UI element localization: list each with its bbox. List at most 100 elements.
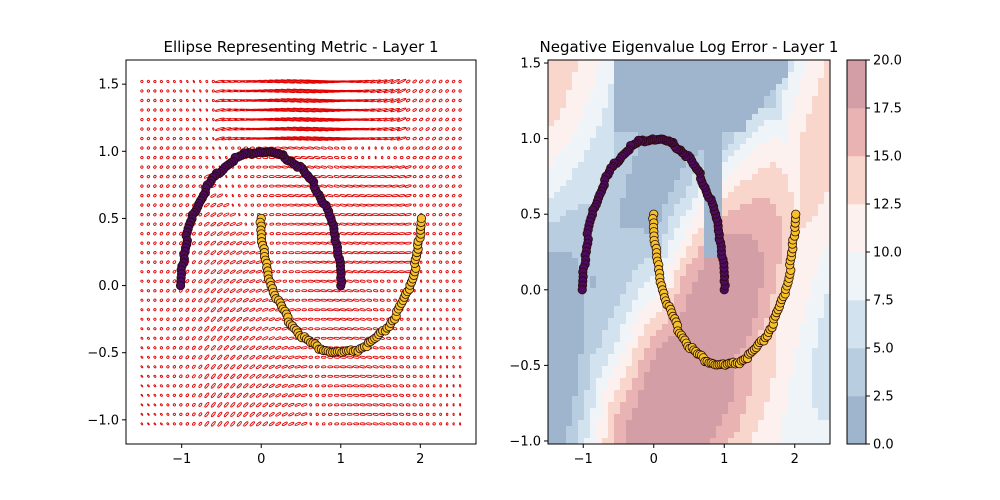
metric-ellipse bbox=[390, 79, 400, 84]
contour-cell bbox=[614, 114, 621, 121]
contour-cell bbox=[734, 348, 741, 355]
metric-ellipse bbox=[210, 278, 217, 284]
contour-cell bbox=[566, 324, 573, 331]
metric-ellipse bbox=[166, 155, 170, 160]
contour-cell bbox=[662, 420, 669, 427]
contour-cell bbox=[566, 378, 573, 385]
metric-ellipse bbox=[191, 260, 196, 265]
contour-cell bbox=[716, 120, 723, 127]
metric-ellipse bbox=[166, 89, 170, 93]
contour-cell bbox=[806, 294, 813, 301]
contour-cell bbox=[782, 420, 789, 427]
contour-cell bbox=[566, 156, 573, 163]
contour-cell bbox=[662, 252, 669, 259]
contour-cell bbox=[656, 66, 663, 73]
metric-ellipse bbox=[385, 393, 392, 397]
contour-cell bbox=[692, 414, 699, 421]
contour-cell bbox=[620, 162, 627, 169]
contour-cell bbox=[614, 306, 621, 313]
metric-ellipse bbox=[459, 403, 462, 407]
metric-ellipse bbox=[365, 232, 373, 236]
contour-cell bbox=[632, 432, 639, 439]
contour-cell bbox=[608, 216, 615, 223]
contour-cell bbox=[668, 282, 675, 289]
contour-cell bbox=[584, 354, 591, 361]
contour-cell bbox=[686, 186, 693, 193]
contour-cell bbox=[572, 366, 579, 373]
metric-ellipse bbox=[385, 270, 393, 274]
contour-cell bbox=[818, 168, 825, 175]
contour-cell bbox=[620, 132, 627, 139]
metric-ellipse bbox=[333, 203, 340, 207]
contour-cell bbox=[626, 372, 633, 379]
metric-ellipse bbox=[425, 194, 430, 198]
contour-cell bbox=[764, 180, 771, 187]
contour-cell bbox=[560, 210, 567, 217]
contour-cell bbox=[818, 72, 825, 79]
metric-ellipse bbox=[333, 175, 340, 179]
contour-cell bbox=[578, 186, 585, 193]
contour-cell bbox=[638, 216, 645, 223]
metric-ellipse bbox=[452, 403, 455, 407]
contour-cell bbox=[656, 60, 663, 67]
metric-ellipse bbox=[210, 269, 217, 275]
metric-ellipse bbox=[419, 174, 424, 179]
metric-ellipse bbox=[359, 336, 366, 340]
metric-ellipse bbox=[314, 308, 321, 312]
contour-cell bbox=[572, 84, 579, 91]
contour-cell bbox=[662, 78, 669, 85]
metric-ellipse bbox=[379, 308, 385, 312]
contour-cell bbox=[632, 312, 639, 319]
contour-cell bbox=[692, 330, 699, 337]
contour-cell bbox=[650, 426, 657, 433]
contour-cell bbox=[728, 192, 735, 199]
metric-ellipse bbox=[166, 241, 170, 245]
metric-ellipse bbox=[359, 222, 367, 226]
metric-ellipse bbox=[307, 146, 315, 150]
metric-ellipse bbox=[146, 89, 150, 93]
contour-cell bbox=[644, 228, 651, 235]
contour-cell bbox=[644, 192, 651, 199]
metric-ellipse bbox=[334, 146, 340, 150]
contour-cell bbox=[710, 408, 717, 415]
contour-cell bbox=[644, 78, 651, 85]
contour-cell bbox=[746, 114, 753, 121]
contour-cell bbox=[764, 372, 771, 379]
contour-cell bbox=[698, 396, 705, 403]
metric-ellipse bbox=[365, 365, 373, 369]
contour-cell bbox=[788, 306, 795, 313]
metric-ellipse bbox=[459, 393, 462, 397]
contour-cell bbox=[566, 384, 573, 391]
metric-ellipse bbox=[320, 298, 328, 302]
contour-cell bbox=[626, 318, 633, 325]
contour-cell bbox=[674, 390, 681, 397]
contour-cell bbox=[620, 282, 627, 289]
contour-cell bbox=[770, 384, 777, 391]
contour-cell bbox=[818, 90, 825, 97]
contour-cell bbox=[662, 426, 669, 433]
contour-cell bbox=[560, 174, 567, 181]
contour-cell bbox=[602, 330, 609, 337]
contour-cell bbox=[620, 348, 627, 355]
metric-ellipse bbox=[268, 175, 275, 179]
contour-cell bbox=[560, 378, 567, 385]
contour-cell bbox=[680, 108, 687, 115]
metric-ellipse bbox=[313, 289, 321, 293]
metric-ellipse bbox=[308, 384, 313, 388]
contour-cell bbox=[560, 426, 567, 433]
contour-cell bbox=[584, 306, 591, 313]
metric-ellipse bbox=[172, 203, 177, 207]
metric-ellipse bbox=[191, 355, 196, 360]
contour-cell bbox=[794, 132, 801, 139]
contour-cell bbox=[812, 144, 819, 151]
contour-cell bbox=[746, 138, 753, 145]
contour-cell bbox=[602, 324, 609, 331]
contour-cell bbox=[788, 366, 795, 373]
contour-cell bbox=[728, 78, 735, 85]
contour-cell bbox=[608, 114, 615, 121]
contour-cell bbox=[674, 438, 681, 444]
metric-ellipse bbox=[438, 108, 443, 112]
contour-cell bbox=[758, 420, 765, 427]
contour-cell bbox=[764, 84, 771, 91]
contour-cell bbox=[764, 360, 771, 367]
